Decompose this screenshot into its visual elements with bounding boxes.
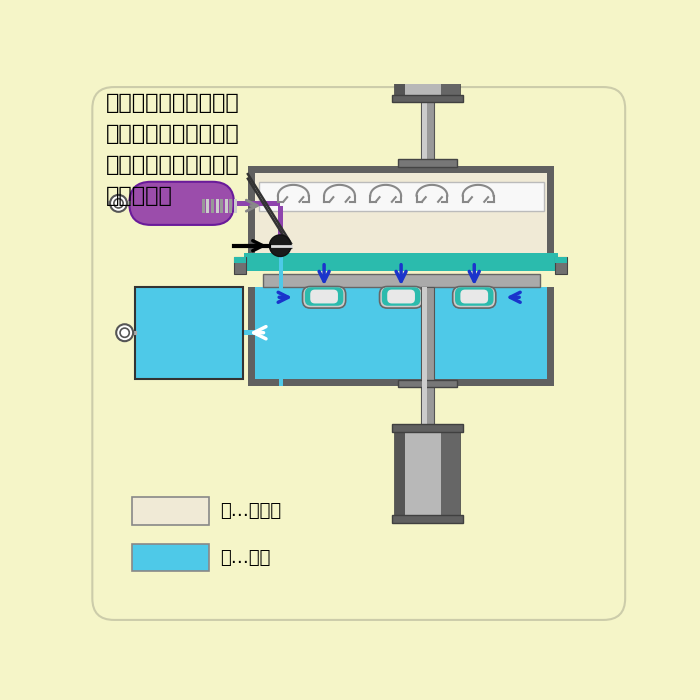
Bar	[440, 432, 460, 517]
FancyBboxPatch shape	[382, 287, 420, 306]
Bar	[398, 379, 456, 387]
Bar	[395, 432, 405, 517]
Bar	[211, 199, 214, 213]
Bar	[422, 97, 427, 166]
Bar	[220, 199, 223, 213]
Bar	[405, 0, 440, 97]
FancyBboxPatch shape	[305, 287, 344, 306]
Text: クリップケースの形状: クリップケースの形状	[106, 155, 240, 175]
Bar	[405, 432, 440, 517]
FancyBboxPatch shape	[461, 290, 488, 304]
Text: でフィルムが押され、: でフィルムが押され、	[106, 124, 240, 144]
Bar	[225, 199, 228, 213]
FancyBboxPatch shape	[379, 286, 423, 308]
FancyBboxPatch shape	[310, 290, 338, 304]
Bar	[206, 199, 209, 213]
Bar	[255, 286, 547, 379]
FancyBboxPatch shape	[92, 87, 625, 620]
Text: 上ボックス内の大気圧: 上ボックス内の大気圧	[106, 93, 240, 113]
Bar	[555, 258, 568, 274]
Bar	[391, 94, 463, 102]
Bar	[234, 257, 246, 263]
Text: 青…真空: 青…真空	[220, 549, 270, 566]
Bar	[398, 160, 456, 167]
Bar	[216, 199, 218, 213]
Bar	[248, 286, 554, 386]
Text: に密着する: に密着する	[106, 186, 173, 206]
Bar	[244, 330, 248, 335]
FancyBboxPatch shape	[387, 290, 415, 304]
Bar	[255, 172, 547, 253]
Circle shape	[270, 235, 291, 256]
Bar	[279, 246, 283, 386]
Bar	[395, 432, 460, 517]
Bar	[135, 286, 244, 379]
Bar	[422, 286, 427, 432]
Bar	[234, 201, 280, 206]
Bar	[395, 0, 405, 97]
FancyBboxPatch shape	[130, 182, 234, 225]
Bar	[234, 199, 237, 213]
Bar	[202, 199, 205, 213]
Bar	[132, 498, 209, 525]
FancyBboxPatch shape	[455, 287, 493, 306]
Bar	[277, 206, 283, 246]
Bar	[421, 97, 435, 166]
Bar	[440, 0, 460, 97]
Bar	[248, 166, 554, 260]
Bar	[248, 330, 280, 335]
Circle shape	[110, 195, 127, 212]
Bar	[391, 424, 463, 432]
Bar	[234, 258, 246, 274]
Bar	[391, 515, 463, 523]
Bar	[244, 253, 558, 271]
Text: 黄…大気圧: 黄…大気圧	[220, 503, 281, 520]
FancyBboxPatch shape	[302, 286, 346, 308]
FancyBboxPatch shape	[453, 286, 496, 308]
Bar	[132, 544, 209, 571]
Bar	[555, 257, 568, 263]
Bar	[421, 286, 435, 432]
Bar	[262, 274, 540, 286]
Bar	[258, 182, 543, 211]
Bar	[230, 199, 232, 213]
Bar	[395, 0, 460, 97]
Circle shape	[116, 324, 133, 341]
